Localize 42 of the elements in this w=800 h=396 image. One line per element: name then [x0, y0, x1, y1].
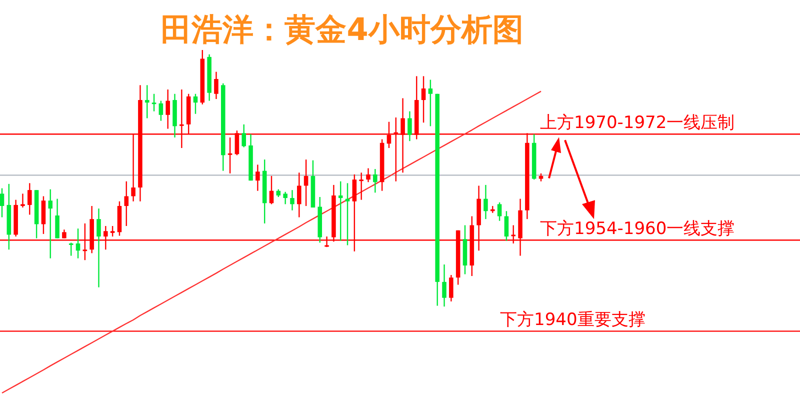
candlestick [20, 193, 25, 208]
candlestick [283, 191, 288, 205]
candlestick [68, 242, 74, 256]
candlestick [55, 198, 60, 239]
ref-line-label: 下方1940重要支撑 [500, 310, 646, 330]
ref-line-label: 上方1970-1972一线压制 [540, 113, 735, 134]
candlestick [504, 210, 509, 242]
candlestick [359, 172, 364, 200]
candlestick [497, 202, 502, 222]
candlestick [442, 264, 446, 308]
candlestick [297, 172, 302, 218]
candlestick [242, 124, 246, 148]
candlestick [41, 196, 46, 235]
candlestick [214, 71, 218, 100]
candlestick [228, 136, 232, 174]
candlestick [124, 180, 129, 227]
chart-title: 田浩洋：黄金4小时分析图 [160, 12, 524, 48]
candlestick [48, 188, 53, 259]
candlestick [290, 189, 294, 211]
candlestick [269, 175, 274, 205]
candlestick [166, 88, 170, 130]
candlestick [158, 100, 164, 122]
candlestick [408, 110, 412, 142]
candlestick [345, 182, 350, 246]
candlestick [304, 158, 308, 207]
candlestick [110, 225, 115, 238]
candlestick [193, 93, 198, 114]
candlestick [373, 168, 378, 194]
candlestick [76, 228, 80, 259]
candlestick [484, 184, 488, 220]
candlestick [421, 76, 426, 124]
candlestick [28, 182, 32, 216]
candlestick [96, 208, 101, 288]
ref-line-label: 下方1954-1960一线支撑 [540, 219, 735, 240]
candlestick [366, 168, 370, 183]
candlestick [152, 93, 156, 112]
candlestick [449, 274, 454, 302]
candlestick [144, 84, 150, 119]
candlestick [256, 164, 260, 192]
candlestick [428, 79, 433, 127]
candlestick [0, 188, 4, 218]
candlestick [338, 180, 343, 242]
